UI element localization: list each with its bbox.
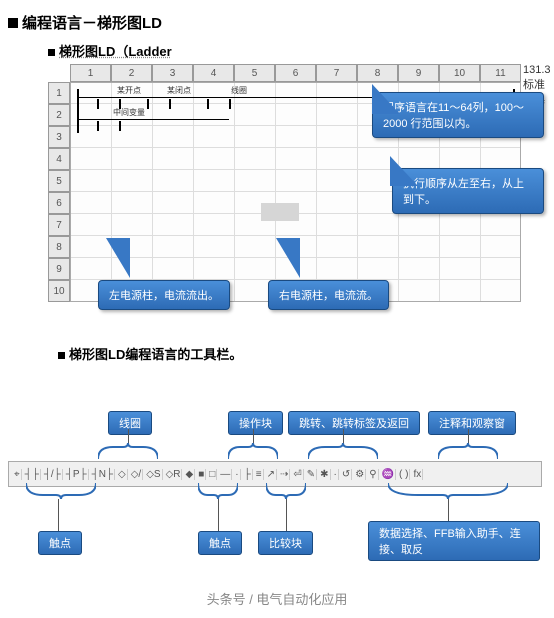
row-header: 3 — [48, 126, 70, 148]
toolbar-icon[interactable]: ≡ — [255, 469, 264, 480]
row-header: 1 — [48, 82, 70, 104]
toolbar-icon[interactable]: ✱ — [319, 469, 330, 480]
row-ruler: 12345678910 — [48, 82, 70, 302]
tag-opblock: 操作块 — [228, 411, 283, 435]
toolbar-icon[interactable]: ↗ — [266, 469, 277, 480]
toolbar-icon[interactable]: ■ — [197, 469, 206, 480]
toolbar-icon[interactable]: ↺ — [341, 469, 352, 480]
ladder-grid-figure: 1234567891011 131.3标准 其基 12345678910 某开点… — [48, 64, 538, 304]
callout-left-rail: 左电源柱，电流流出。 — [98, 280, 230, 310]
tag-jump: 跳转、跳转标签及返回 — [288, 411, 420, 435]
toolbar-icon[interactable]: ◇S — [145, 469, 162, 480]
toolbar-icon[interactable]: ◇ — [117, 469, 128, 480]
toolbar-icon[interactable]: · — [234, 469, 240, 480]
row-header: 4 — [48, 148, 70, 170]
footer-attribution: 头条号 / 电气自动化应用 — [8, 589, 546, 608]
toolbar-icon[interactable]: ├ — [243, 469, 253, 480]
toolbar-icon[interactable]: ┤├ — [24, 469, 41, 480]
toolbar-icon[interactable]: ⚙ — [354, 469, 366, 480]
toolbar-icon[interactable]: fx — [412, 469, 423, 480]
col-header: 9 — [398, 64, 439, 82]
col-header: 11 — [480, 64, 521, 82]
row-header: 6 — [48, 192, 70, 214]
row-header: 9 — [48, 258, 70, 280]
toolbar-icon[interactable]: ⚲ — [368, 469, 378, 480]
tag-contact2: 触点 — [198, 531, 242, 555]
toolbar-figure: ⌖┤├┤/├┤P├┤N├◇◇/◇S◇R◆■□—·├≡↗⇢⏎✎✱·↺⚙⚲♒( )f… — [8, 371, 542, 581]
toolbar-icon[interactable]: ♒ — [381, 469, 396, 480]
row-header: 5 — [48, 170, 70, 192]
toolbar-icon[interactable]: ⇢ — [279, 469, 290, 480]
col-header: 1 — [70, 64, 111, 82]
toolbar-icon[interactable]: ◇R — [165, 469, 183, 480]
col-header: 5 — [234, 64, 275, 82]
row-header: 8 — [48, 236, 70, 258]
row-header: 2 — [48, 104, 70, 126]
col-header: 2 — [111, 64, 152, 82]
toolbar-icon[interactable]: ┤P├ — [65, 469, 89, 480]
toolbar-icon[interactable]: ┤N├ — [91, 469, 115, 480]
toolbar-icon[interactable]: □ — [208, 469, 217, 480]
tag-contact1: 触点 — [38, 531, 82, 555]
toolbar-icon[interactable]: ◇/ — [130, 469, 143, 480]
subtitle-2: 梯形图LD编程语言的工具栏。 — [58, 344, 546, 363]
toolbar-icon[interactable]: ⌖ — [13, 469, 22, 480]
col-header: 4 — [193, 64, 234, 82]
subtitle-1: 梯形图LD（Ladder — [48, 41, 546, 60]
toolbar-icon[interactable]: ( ) — [398, 469, 410, 480]
col-header: 6 — [275, 64, 316, 82]
col-header: 3 — [152, 64, 193, 82]
column-ruler: 1234567891011 — [70, 64, 521, 82]
col-header: 10 — [439, 64, 480, 82]
row-header: 7 — [48, 214, 70, 236]
callout-right-rail: 右电源柱，电流流。 — [268, 280, 389, 310]
page-title: 编程语言－梯形图LD — [8, 12, 546, 33]
placeholder-block — [261, 203, 299, 221]
tag-dataselect: 数据选择、FFB输入助手、连接、取反 — [368, 521, 540, 561]
toolbar-icon[interactable]: ⏎ — [292, 469, 303, 480]
row-header: 10 — [48, 280, 70, 302]
tag-coil: 线圈 — [108, 411, 152, 435]
toolbar-icon[interactable]: · — [333, 469, 339, 480]
toolbar-icon[interactable]: ✎ — [306, 469, 317, 480]
toolbar-icon[interactable]: ◆ — [184, 469, 195, 480]
tag-comment: 注释和观察窗 — [428, 411, 516, 435]
toolbar-icon[interactable]: ┤/├ — [43, 469, 63, 480]
left-power-rail — [77, 89, 79, 133]
col-header: 7 — [316, 64, 357, 82]
toolbar-icon[interactable]: — — [219, 469, 232, 480]
tag-compare: 比较块 — [258, 531, 313, 555]
col-header: 8 — [357, 64, 398, 82]
